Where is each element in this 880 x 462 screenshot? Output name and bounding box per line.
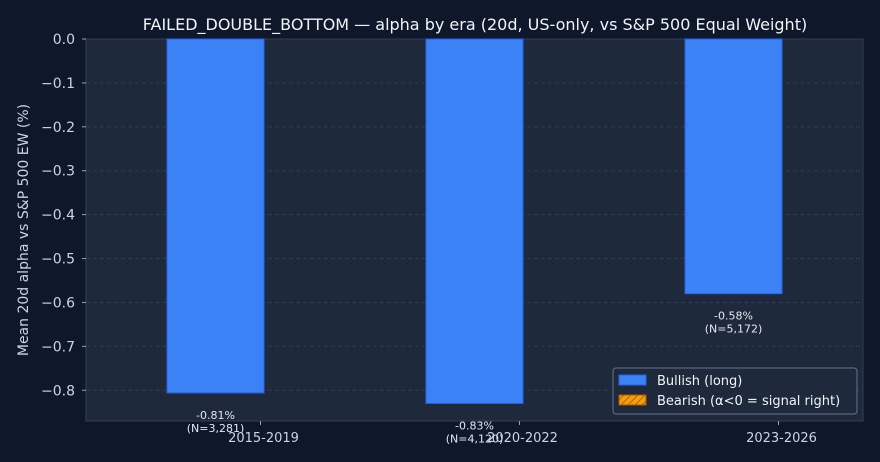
legend-label: Bearish (α<0 = signal right) [657, 394, 840, 409]
y-tick-label: −0.1 [41, 76, 75, 92]
y-axis-label: Mean 20d alpha vs S&P 500 EW (%) [16, 104, 32, 356]
y-axis: 0.0 −0.1 −0.2 −0.3 −0.4 −0.5 −0.6 −0.7 −0.8 [41, 32, 86, 399]
legend: Bullish (long) Bearish (α<0 = signal righ… [612, 367, 858, 415]
bar [425, 38, 524, 404]
legend-label: Bullish (long) [657, 374, 742, 389]
legend-swatch [618, 374, 647, 386]
x-tick-label: 2023-2026 [746, 431, 817, 446]
bar [166, 38, 265, 394]
x-tick-label: 2020-2022 [487, 431, 558, 446]
y-tick-label: −0.3 [41, 164, 75, 180]
x-tick-label: 2015-2019 [228, 431, 299, 446]
y-tick-label: −0.7 [41, 339, 75, 355]
bars: -0.81%(N=3,281) -0.83%(N=4,120) -0.58%(N=5… [166, 38, 783, 445]
bar-count-label: (N=3,281) [187, 422, 245, 435]
x-axis: 2015-2019 2020-2022 2023-2026 [228, 421, 817, 446]
bar-value-label: -0.83% [455, 419, 494, 432]
legend-box [612, 367, 858, 415]
bar-count-label: (N=4,120) [446, 432, 504, 445]
y-tick-label: −0.2 [41, 120, 75, 136]
bar-value-label: -0.81% [196, 409, 235, 422]
chart-title: FAILED_DOUBLE_BOTTOM — alpha by era (20d… [143, 15, 807, 35]
y-tick-label: −0.4 [41, 208, 75, 224]
bar-count-label: (N=5,172) [705, 323, 763, 336]
bar-value-label: -0.58% [714, 310, 753, 323]
y-tick-label: −0.5 [41, 252, 75, 268]
y-tick-label: −0.8 [41, 383, 75, 399]
bar [684, 38, 783, 295]
y-tick-label: 0.0 [53, 32, 75, 48]
legend-swatch [618, 394, 647, 406]
y-tick-label: −0.6 [41, 295, 75, 311]
